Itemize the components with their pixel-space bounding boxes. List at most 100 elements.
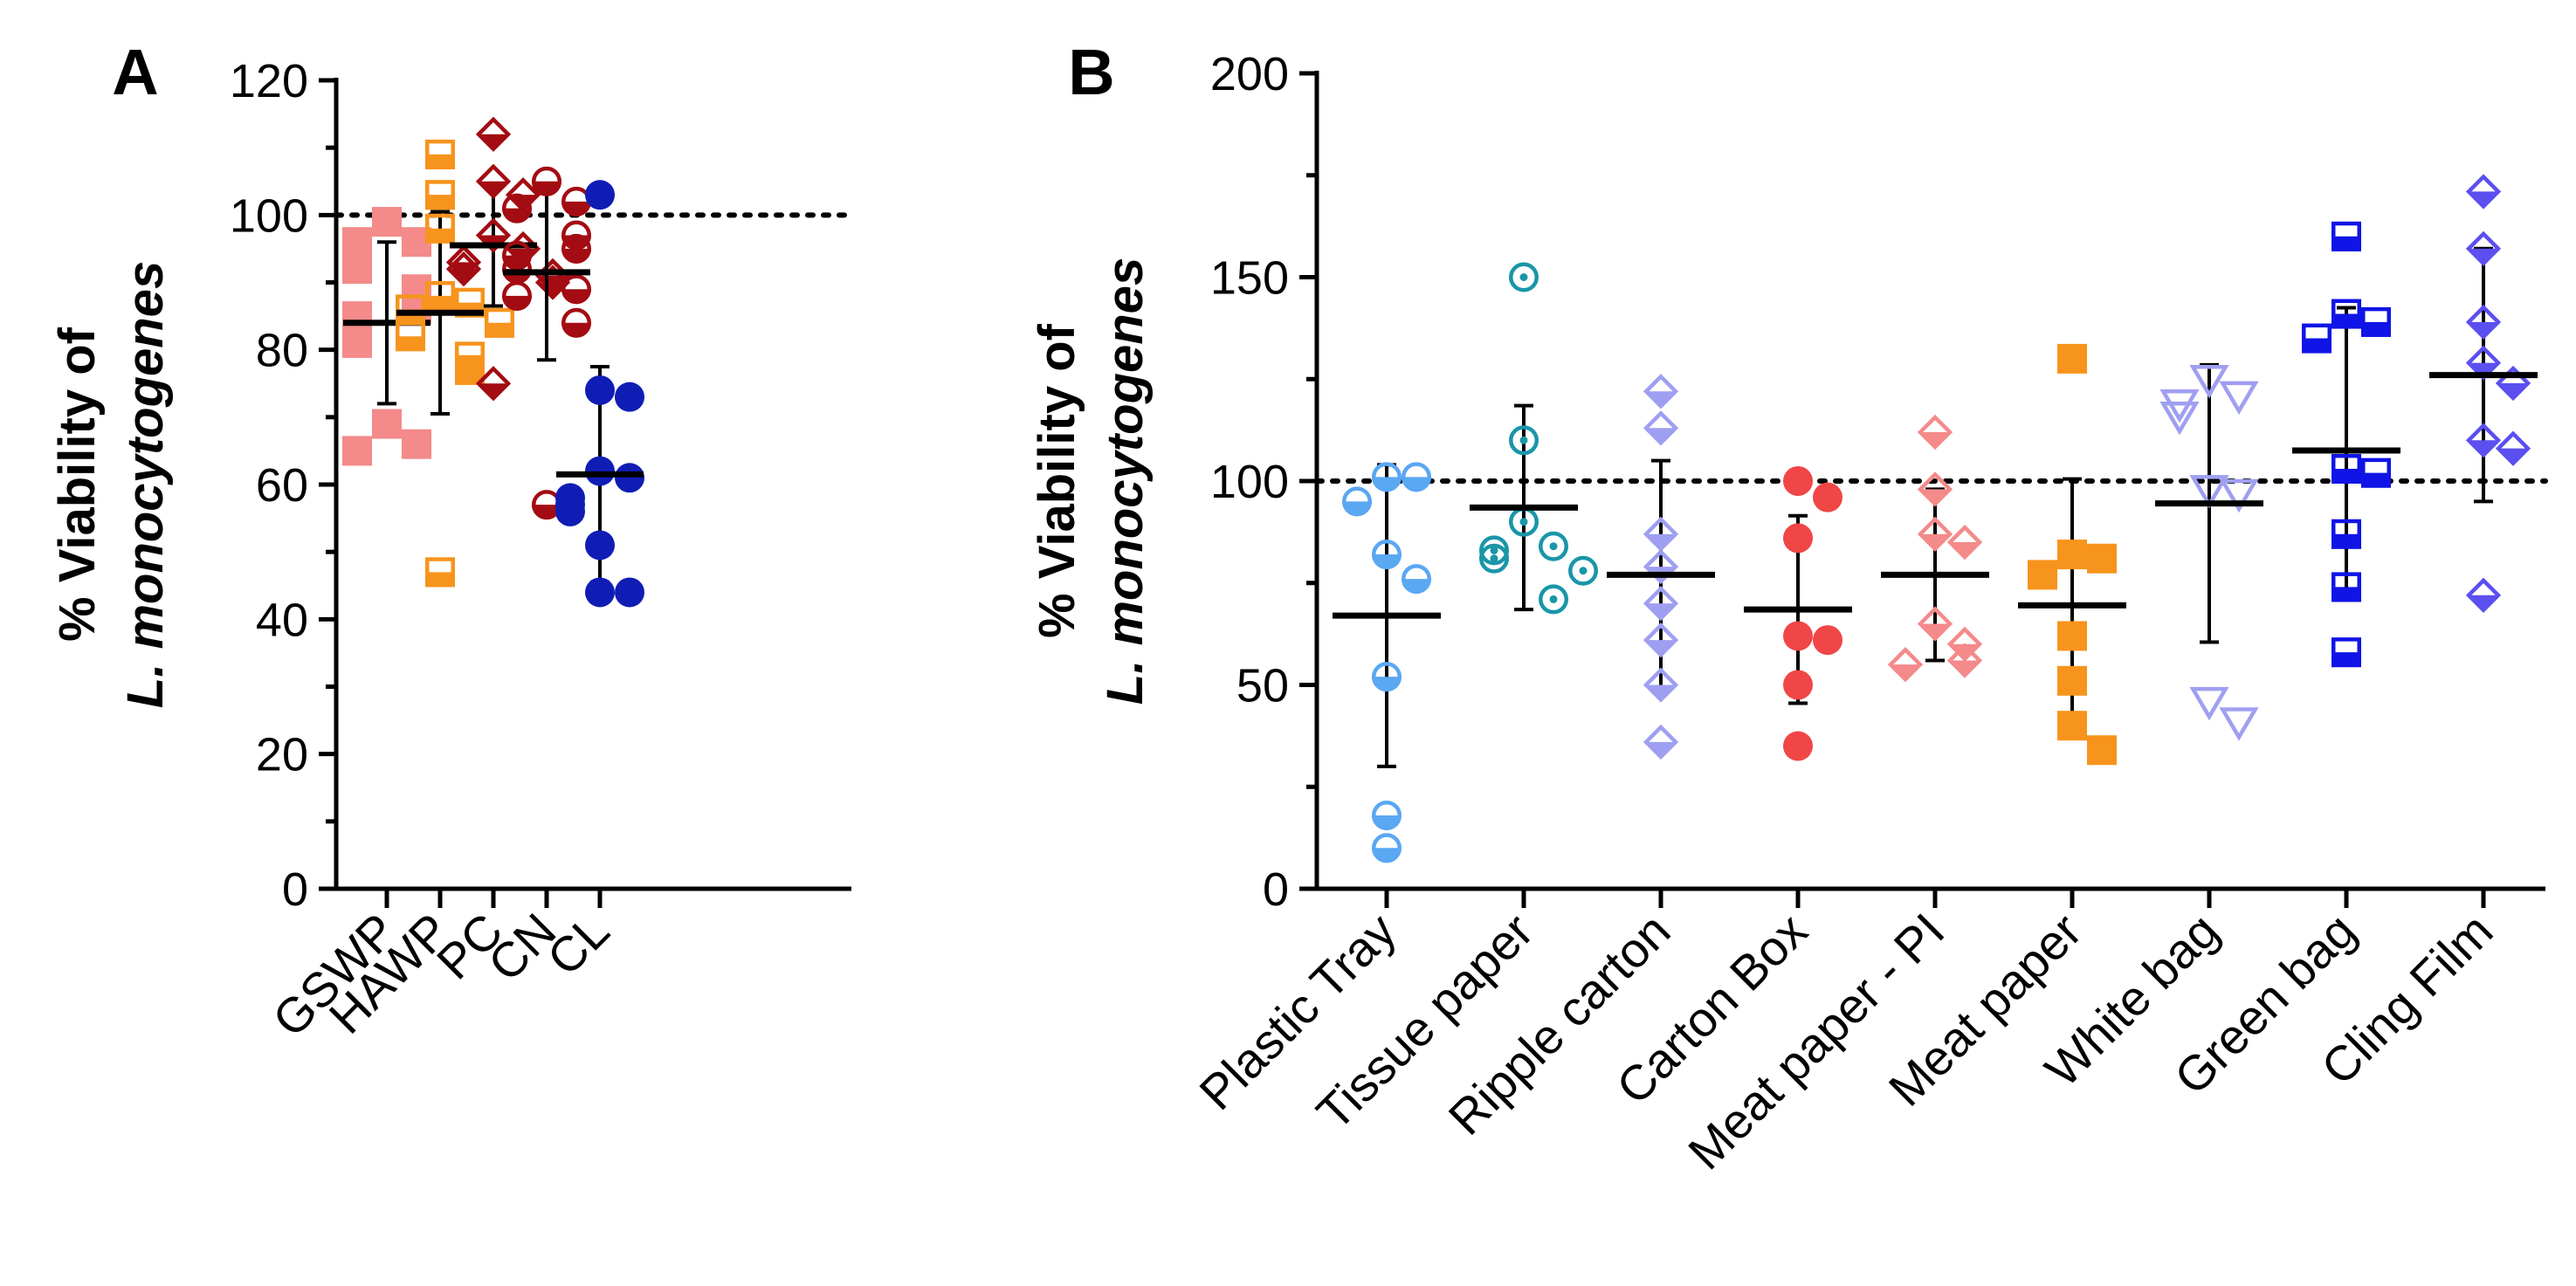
series-plastic-tray	[1333, 462, 1441, 863]
diamond-outline	[475, 217, 512, 253]
circle-outline	[1402, 564, 1431, 595]
data-point	[502, 280, 532, 311]
square-outline	[425, 180, 455, 210]
data-point	[2465, 230, 2502, 266]
circle-marker	[585, 577, 615, 608]
square-half-fill	[485, 322, 514, 338]
circle-marker	[585, 180, 615, 210]
circle-marker	[555, 496, 585, 526]
data-point	[2189, 364, 2229, 399]
data-point	[1568, 555, 1598, 586]
diamond-outline	[1946, 524, 1983, 560]
diamond-outline	[1643, 410, 1679, 446]
diamond-outline	[475, 116, 512, 152]
square-marker	[342, 227, 372, 258]
diamond-outline	[1643, 374, 1679, 409]
square-marker	[342, 327, 372, 358]
data-point	[561, 307, 591, 338]
circle-outline	[561, 307, 591, 338]
square-outline	[2302, 323, 2331, 354]
data-point	[2331, 572, 2361, 602]
circle-outline	[502, 240, 532, 271]
triangle-down-marker	[2189, 475, 2229, 509]
diamond-outline	[1643, 667, 1679, 703]
circle-center-dot	[1490, 554, 1498, 563]
circle-outline	[561, 220, 591, 251]
series-hawp	[396, 139, 514, 588]
data-point	[2159, 402, 2200, 436]
square-outline	[2331, 453, 2361, 484]
data-point	[1946, 626, 1983, 662]
data-point	[2057, 540, 2087, 570]
data-point	[2057, 711, 2087, 741]
data-point	[1783, 670, 1813, 700]
data-point	[1643, 724, 1679, 760]
data-point	[585, 577, 615, 608]
circle-outline	[1539, 531, 1568, 561]
square-outline	[425, 139, 455, 169]
square-half-fill	[425, 572, 455, 588]
y-tick-label: 20	[256, 729, 308, 781]
square-half-fill	[2331, 652, 2361, 668]
diamond-outline	[534, 265, 571, 300]
data-point	[534, 265, 571, 300]
data-point	[1917, 471, 1953, 507]
circle-marker	[1783, 621, 1813, 651]
data-point	[2087, 543, 2117, 574]
circle-marker	[585, 375, 615, 405]
square-outline	[425, 280, 455, 311]
data-point	[555, 496, 585, 526]
triangle-down-marker	[2189, 686, 2229, 721]
data-point	[475, 163, 512, 199]
square-outline	[425, 557, 455, 588]
data-point	[2087, 735, 2117, 766]
square-half-fill	[2331, 313, 2361, 329]
data-point	[1479, 543, 1509, 574]
data-point	[2219, 478, 2259, 513]
data-point	[532, 166, 561, 196]
data-point	[1372, 833, 1402, 863]
square-outline	[396, 321, 425, 352]
data-point	[475, 116, 512, 152]
square-half-fill	[425, 154, 455, 169]
square-half-fill	[2361, 321, 2391, 337]
data-point	[2495, 365, 2531, 402]
data-point	[402, 429, 431, 459]
data-point	[1372, 662, 1402, 692]
panel-B: B % Viability of L. monocytogenes 0 50 100 150…	[1029, 36, 2548, 1179]
circle-outline	[1342, 486, 1372, 517]
circle-outline	[1372, 800, 1402, 830]
triangle-down-marker	[2159, 402, 2200, 436]
square-outline	[2331, 299, 2361, 329]
circle-outline	[561, 233, 591, 264]
data-point	[1946, 524, 1983, 560]
y-tick-label: 100	[1210, 456, 1289, 508]
circle-center-dot	[1490, 546, 1498, 554]
panel-letter: B	[1068, 36, 1114, 108]
circle-outline	[1509, 262, 1539, 292]
data-point	[1643, 667, 1679, 703]
diamond-outline	[1917, 516, 1953, 552]
data-point	[2028, 560, 2057, 590]
data-point	[1783, 523, 1813, 554]
diamond-outline	[2495, 430, 2531, 466]
square-marker	[2087, 543, 2117, 574]
square-marker	[2057, 540, 2087, 570]
data-point	[1783, 466, 1813, 496]
circle-outline	[561, 274, 591, 305]
data-point	[2331, 453, 2361, 484]
data-point	[2331, 299, 2361, 329]
square-outline	[2331, 221, 2361, 251]
data-point	[485, 307, 514, 338]
data-point	[1509, 262, 1539, 292]
square-outline	[2331, 572, 2361, 602]
diamond-outline	[1643, 516, 1679, 552]
square-half-fill	[2331, 236, 2361, 251]
circle-outline	[1509, 425, 1539, 456]
square-marker	[2057, 665, 2087, 696]
data-point	[1783, 621, 1813, 651]
data-point	[425, 557, 455, 588]
data-point	[1813, 625, 1842, 656]
y-tick-label: 100	[230, 189, 308, 242]
data-point	[475, 366, 512, 402]
